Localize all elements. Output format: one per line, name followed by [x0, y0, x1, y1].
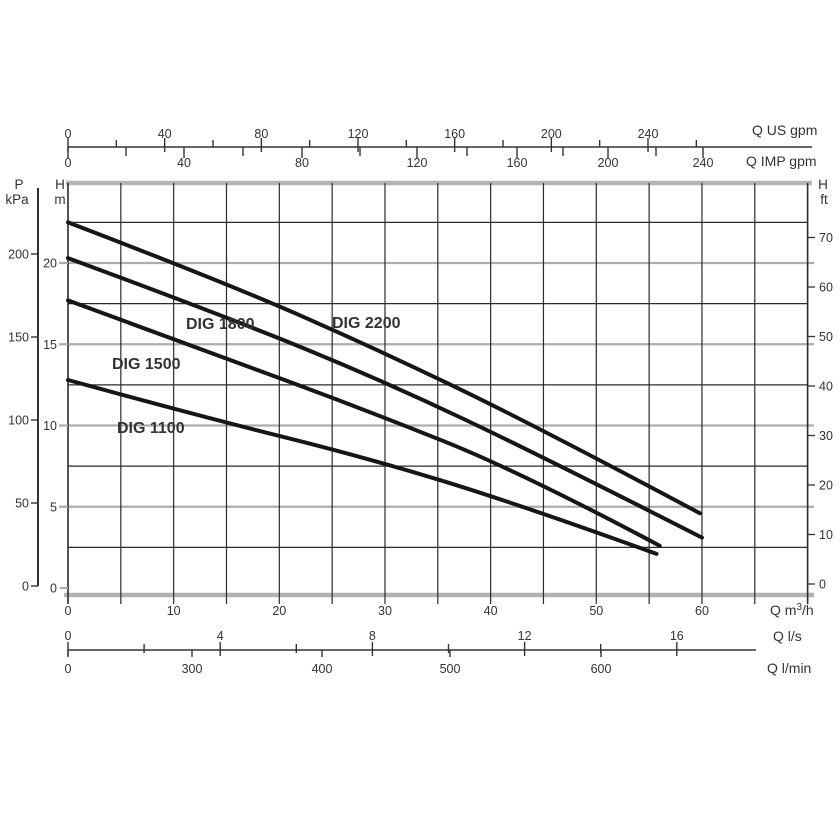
tick-label-m3h-20: 20 [272, 604, 286, 618]
curve-label-DIG-1100: DIG 1100 [117, 420, 185, 437]
curve-DIG-2200 [66, 220, 702, 516]
tick-label-ls-12: 12 [518, 629, 532, 643]
tick-label-ft-20: 20 [819, 479, 833, 493]
tick-label-m3h-60: 60 [695, 604, 709, 618]
curve-DIG-1500 [66, 298, 662, 548]
tick-label-imp-40: 40 [177, 156, 191, 170]
tick-label-lmin-300: 300 [182, 662, 203, 676]
tick-label-ls-0: 0 [65, 629, 72, 643]
tick-label-imp-240: 240 [693, 156, 714, 170]
tick-label-m-15: 15 [43, 338, 57, 352]
tick-label-kpa-200: 200 [8, 248, 29, 262]
tick-label-m-5: 5 [50, 500, 57, 514]
axis-title-h-right: H [818, 177, 828, 192]
tick-label-kpa-50: 50 [15, 497, 29, 511]
tick-label-us-200: 200 [541, 127, 562, 141]
tick-label-lmin-0: 0 [65, 662, 72, 676]
tick-label-imp-160: 160 [507, 156, 528, 170]
tick-label-lmin-400: 400 [312, 662, 333, 676]
axis-title-imp-gpm: Q IMP gpm [746, 153, 817, 169]
tick-label-ls-16: 16 [670, 629, 684, 643]
curve-DIG-1100 [66, 378, 659, 556]
tick-label-ft-60: 60 [819, 281, 833, 295]
tick-label-lmin-600: 600 [591, 662, 612, 676]
tick-label-m3h-0: 0 [65, 604, 72, 618]
tick-label-imp-80: 80 [295, 156, 309, 170]
tick-label-us-120: 120 [348, 127, 369, 141]
tick-label-m3h-30: 30 [378, 604, 392, 618]
curve-DIG-1800 [66, 256, 704, 540]
tick-label-m-10: 10 [43, 419, 57, 433]
axis-title-ls: Q l/s [773, 628, 802, 644]
tick-label-ls-4: 4 [217, 629, 224, 643]
tick-label-kpa-100: 100 [8, 414, 29, 428]
tick-label-ft-40: 40 [819, 380, 833, 394]
tick-label-imp-200: 200 [598, 156, 619, 170]
tick-label-m3h-10: 10 [167, 604, 181, 618]
axis-title-us-gpm: Q US gpm [752, 122, 817, 138]
tick-label-ft-50: 50 [819, 330, 833, 344]
curve-label-DIG-1800: DIG 1800 [186, 316, 255, 333]
tick-label-kpa-0: 0 [22, 580, 29, 594]
axis-title-p: P [14, 177, 23, 192]
axis-title-m: m [54, 192, 65, 207]
tick-label-ft-30: 30 [819, 429, 833, 443]
tick-label-us-80: 80 [254, 127, 268, 141]
tick-label-us-40: 40 [158, 127, 172, 141]
tick-label-imp-0: 0 [65, 156, 72, 170]
axis-title-h-left: H [55, 177, 65, 192]
tick-label-kpa-150: 150 [8, 331, 29, 345]
tick-label-ls-8: 8 [369, 629, 376, 643]
tick-label-ft-10: 10 [819, 528, 833, 542]
tick-label-us-0: 0 [65, 127, 72, 141]
axis-title-m3h: Q m3/h [770, 602, 814, 618]
axis-title-kpa: kPa [5, 192, 29, 207]
tick-label-m-20: 20 [43, 257, 57, 271]
tick-label-m-0: 0 [50, 582, 57, 596]
tick-label-ft-70: 70 [819, 231, 833, 245]
tick-label-m3h-40: 40 [484, 604, 498, 618]
curve-label-DIG-1500: DIG 1500 [112, 356, 181, 373]
tick-label-m3h-50: 50 [589, 604, 603, 618]
tick-label-lmin-500: 500 [440, 662, 461, 676]
axis-title-lmin: Q l/min [767, 660, 811, 676]
tick-label-ft-0: 0 [819, 578, 826, 592]
tick-label-us-160: 160 [444, 127, 465, 141]
axis-title-ft: ft [820, 192, 828, 207]
tick-label-us-240: 240 [638, 127, 659, 141]
tick-label-imp-120: 120 [407, 156, 428, 170]
curve-label-DIG-2200: DIG 2200 [332, 315, 401, 332]
